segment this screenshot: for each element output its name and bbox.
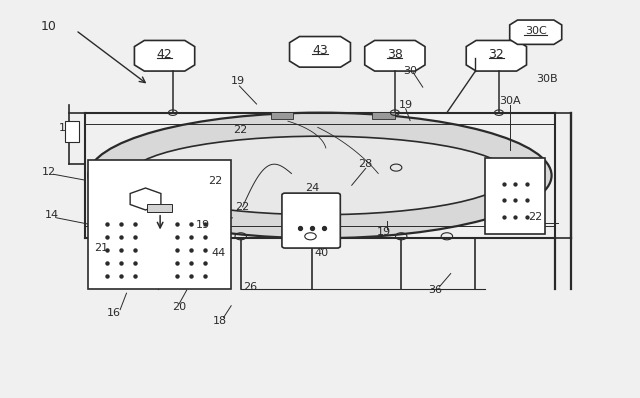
FancyBboxPatch shape — [147, 205, 172, 212]
Polygon shape — [134, 41, 195, 71]
Polygon shape — [365, 41, 425, 71]
Text: 22: 22 — [234, 125, 248, 135]
Text: 30C: 30C — [525, 25, 547, 36]
FancyBboxPatch shape — [485, 158, 545, 234]
Polygon shape — [289, 37, 351, 67]
Text: 26: 26 — [243, 282, 257, 292]
Text: 12: 12 — [42, 166, 56, 177]
Text: 16: 16 — [107, 308, 121, 318]
FancyBboxPatch shape — [282, 193, 340, 248]
Text: 22: 22 — [208, 176, 223, 186]
Text: 21: 21 — [94, 243, 108, 253]
FancyBboxPatch shape — [271, 112, 293, 119]
Text: 22: 22 — [236, 202, 250, 212]
Text: 18: 18 — [212, 316, 227, 326]
Text: 30B: 30B — [536, 74, 558, 84]
FancyBboxPatch shape — [88, 160, 231, 289]
Text: 40: 40 — [314, 248, 328, 258]
FancyBboxPatch shape — [65, 121, 79, 142]
Polygon shape — [509, 20, 562, 44]
Ellipse shape — [88, 113, 552, 238]
Polygon shape — [466, 41, 527, 71]
Ellipse shape — [130, 136, 510, 215]
Text: 19: 19 — [399, 100, 413, 110]
Text: 19: 19 — [376, 227, 390, 237]
Text: 19: 19 — [230, 76, 244, 86]
Text: 22: 22 — [529, 212, 543, 222]
Text: 43: 43 — [312, 44, 328, 57]
Text: 30A: 30A — [500, 96, 521, 106]
Text: 20: 20 — [172, 302, 186, 312]
Text: 30: 30 — [403, 66, 417, 76]
Text: 24: 24 — [305, 183, 319, 193]
Text: 36: 36 — [428, 285, 442, 295]
Text: 14: 14 — [45, 210, 60, 220]
Text: 28: 28 — [358, 159, 373, 169]
Text: 32: 32 — [488, 48, 504, 60]
Text: 38: 38 — [387, 48, 403, 60]
Text: 42: 42 — [157, 48, 172, 60]
Text: 10: 10 — [40, 20, 56, 33]
FancyBboxPatch shape — [372, 112, 395, 119]
Text: 19: 19 — [196, 220, 211, 230]
Text: 44: 44 — [211, 248, 226, 258]
Text: 15: 15 — [60, 123, 73, 133]
